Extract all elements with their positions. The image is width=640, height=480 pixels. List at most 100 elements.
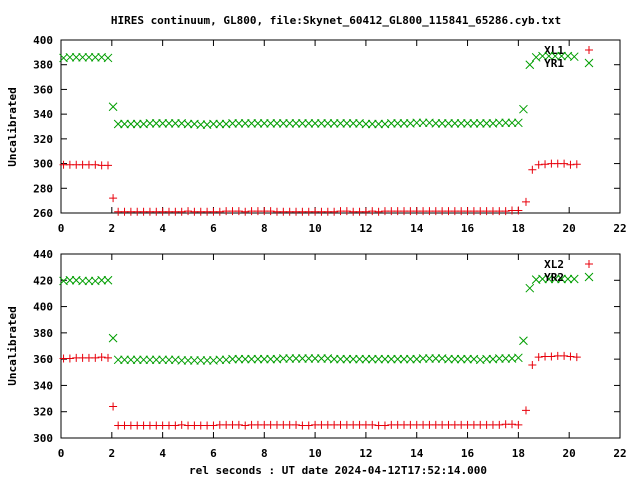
data-point xyxy=(361,354,371,364)
data-point xyxy=(65,52,75,62)
y-tick-label: 440 xyxy=(33,248,53,261)
x-tick-label: 0 xyxy=(58,222,65,235)
data-point xyxy=(367,119,377,129)
data-point xyxy=(566,160,575,169)
data-point xyxy=(367,354,377,364)
data-point xyxy=(514,420,523,429)
data-point xyxy=(534,353,543,362)
data-point xyxy=(450,119,460,128)
y-tick-label: 400 xyxy=(33,34,53,47)
x-tick-label: 16 xyxy=(461,447,475,460)
plot-frame xyxy=(60,253,621,439)
y-tick-label: 300 xyxy=(33,432,53,445)
x-tick-label: 10 xyxy=(308,447,321,460)
x-tick-label: 18 xyxy=(512,222,525,235)
data-point xyxy=(444,119,453,128)
data-point xyxy=(228,354,237,364)
data-point xyxy=(304,354,314,363)
data-point xyxy=(164,355,174,365)
data-point xyxy=(120,119,129,129)
data-point xyxy=(550,51,560,61)
data-point xyxy=(348,354,358,364)
x-tick-label: 6 xyxy=(210,222,217,235)
x-tick-label: 12 xyxy=(359,447,372,460)
data-point xyxy=(215,119,225,129)
data-point xyxy=(563,274,573,284)
data-point xyxy=(386,119,396,128)
series-xl1 xyxy=(59,159,581,216)
data-point xyxy=(544,51,554,61)
data-point xyxy=(266,354,275,364)
data-point xyxy=(310,119,320,128)
data-point xyxy=(285,354,295,363)
y-tick-label: 320 xyxy=(33,406,53,419)
data-point xyxy=(538,51,547,61)
data-point xyxy=(78,52,87,62)
y-axis-label: Uncalibrated xyxy=(6,87,19,166)
x-tick-label: 22 xyxy=(613,447,626,460)
data-point xyxy=(393,119,403,128)
data-point xyxy=(342,119,352,128)
x-tick-label: 22 xyxy=(613,222,626,235)
data-point xyxy=(91,160,100,169)
data-point xyxy=(126,355,136,365)
data-point xyxy=(425,354,434,363)
x-tick-label: 8 xyxy=(261,222,268,235)
data-point xyxy=(171,421,180,430)
data-point xyxy=(304,119,314,128)
data-point xyxy=(132,355,142,365)
x-tick-label: 0 xyxy=(58,447,65,460)
data-point xyxy=(196,356,206,365)
data-point xyxy=(177,207,186,216)
data-point xyxy=(104,353,113,362)
data-point xyxy=(501,118,511,128)
data-point xyxy=(406,354,415,364)
data-point xyxy=(572,353,581,362)
x-tick-label: 18 xyxy=(512,447,525,460)
legend-label: YR2 xyxy=(544,271,564,284)
data-point xyxy=(97,353,106,362)
data-point xyxy=(544,274,554,284)
data-point xyxy=(368,420,377,429)
data-point xyxy=(386,354,396,364)
data-point xyxy=(145,355,155,365)
x-tick-label: 2 xyxy=(109,447,116,460)
data-point xyxy=(253,354,263,364)
data-point xyxy=(444,354,453,364)
data-point xyxy=(469,119,479,128)
data-point xyxy=(215,207,224,216)
data-point xyxy=(560,159,569,168)
data-point xyxy=(514,353,523,363)
plot-frame xyxy=(60,39,621,214)
data-point xyxy=(412,118,422,128)
x-tick-label: 4 xyxy=(159,447,166,460)
data-point xyxy=(291,119,301,128)
data-point xyxy=(298,119,307,128)
data-point xyxy=(139,355,148,365)
data-point xyxy=(158,119,167,128)
data-point xyxy=(550,274,560,284)
data-point xyxy=(151,119,161,128)
data-point xyxy=(508,420,517,429)
data-point xyxy=(240,354,250,364)
chart-title: HIRES continuum, GL800, file:Skynet_6041… xyxy=(111,14,561,27)
legend-marker xyxy=(584,272,594,282)
data-point xyxy=(528,361,537,370)
data-point xyxy=(78,276,87,286)
data-point xyxy=(253,119,263,128)
data-point xyxy=(164,119,174,128)
data-point xyxy=(259,354,269,364)
data-point xyxy=(113,355,123,365)
x-tick-label: 4 xyxy=(159,222,166,235)
data-point xyxy=(342,354,352,364)
data-point xyxy=(399,354,409,364)
data-point xyxy=(108,333,118,343)
data-point xyxy=(196,120,206,129)
data-point xyxy=(202,356,212,365)
data-point xyxy=(374,207,383,216)
data-point xyxy=(525,60,535,70)
data-point xyxy=(547,352,556,361)
data-point xyxy=(247,119,256,128)
data-point xyxy=(431,354,441,363)
